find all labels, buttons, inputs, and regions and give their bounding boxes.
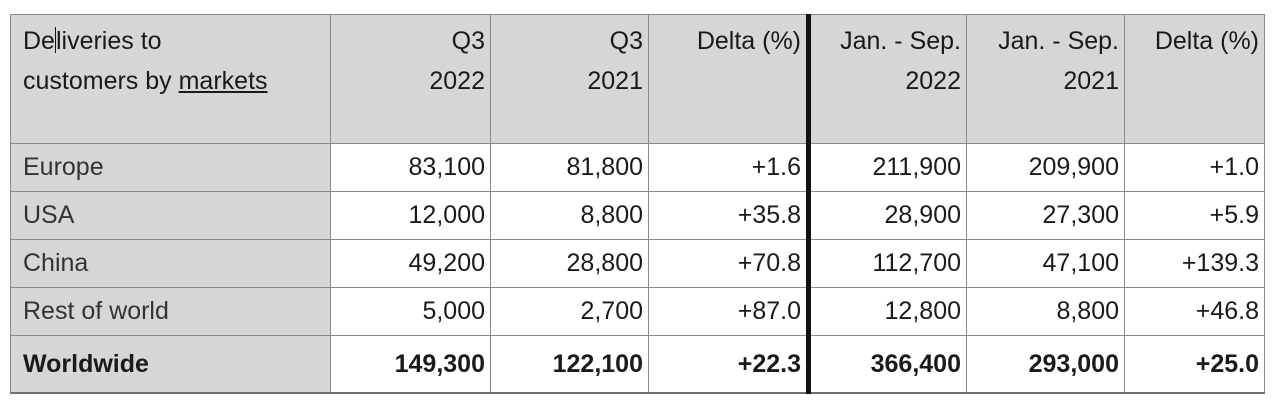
value-cell[interactable]: 5,000 [330,287,491,336]
value-cell[interactable]: 8,800 [490,191,649,240]
total-value-cell[interactable]: 366,400 [808,335,967,394]
deliveries-table: Deliveries to customers by markets Q3 20… [10,14,1265,394]
value-cell[interactable]: +5.9 [1124,191,1265,240]
header-delta-q3[interactable]: Delta (%) [648,14,811,144]
header-row: Deliveries to customers by markets Q3 20… [10,14,1265,144]
value-cell[interactable]: +1.0 [1124,143,1265,192]
table-row: Europe 83,100 81,800 +1.6 211,900 209,90… [10,143,1265,192]
header-jan-sep-2021[interactable]: Jan. - Sep. 2021 [966,14,1125,144]
market-cell[interactable]: China [10,239,331,288]
table-row: China 49,200 28,800 +70.8 112,700 47,100… [10,239,1265,288]
value-cell[interactable]: +70.8 [648,239,811,288]
total-value-cell[interactable]: 122,100 [490,335,649,394]
value-cell[interactable]: 28,900 [808,191,967,240]
header-q3-2021[interactable]: Q3 2021 [490,14,649,144]
header-jan-sep-2022[interactable]: Jan. - Sep. 2022 [808,14,967,144]
value-cell[interactable]: 2,700 [490,287,649,336]
header-q3-2022[interactable]: Q3 2022 [330,14,491,144]
value-cell[interactable]: 211,900 [808,143,967,192]
header-label-cell[interactable]: Deliveries to customers by markets [10,14,331,144]
total-value-cell[interactable]: +22.3 [648,335,811,394]
total-value-cell[interactable]: 149,300 [330,335,491,394]
value-cell[interactable]: 12,000 [330,191,491,240]
text-cursor [54,27,56,53]
value-cell[interactable]: 28,800 [490,239,649,288]
value-cell[interactable]: 27,300 [966,191,1125,240]
header-label-line2: customers by markets [23,67,268,95]
value-cell[interactable]: 47,100 [966,239,1125,288]
total-value-cell[interactable]: 293,000 [966,335,1125,394]
market-cell[interactable]: Rest of world [10,287,331,336]
total-market-cell[interactable]: Worldwide [10,335,331,394]
value-cell[interactable]: 81,800 [490,143,649,192]
value-cell[interactable]: +46.8 [1124,287,1265,336]
market-cell[interactable]: Europe [10,143,331,192]
value-cell[interactable]: 209,900 [966,143,1125,192]
value-cell[interactable]: +35.8 [648,191,811,240]
value-cell[interactable]: 12,800 [808,287,967,336]
value-cell[interactable]: 112,700 [808,239,967,288]
header-label-line1: Deliveries to [23,27,162,55]
value-cell[interactable]: +139.3 [1124,239,1265,288]
market-cell[interactable]: USA [10,191,331,240]
table-row: USA 12,000 8,800 +35.8 28,900 27,300 +5.… [10,191,1265,240]
value-cell[interactable]: 83,100 [330,143,491,192]
value-cell[interactable]: +1.6 [648,143,811,192]
header-delta-jan-sep[interactable]: Delta (%) [1124,14,1265,144]
table-row: Rest of world 5,000 2,700 +87.0 12,800 8… [10,287,1265,336]
total-value-cell[interactable]: +25.0 [1124,335,1265,394]
value-cell[interactable]: 49,200 [330,239,491,288]
value-cell[interactable]: +87.0 [648,287,811,336]
spellcheck-underlined-word: markets [178,67,268,95]
value-cell[interactable]: 8,800 [966,287,1125,336]
total-row: Worldwide 149,300 122,100 +22.3 366,400 … [10,335,1265,394]
